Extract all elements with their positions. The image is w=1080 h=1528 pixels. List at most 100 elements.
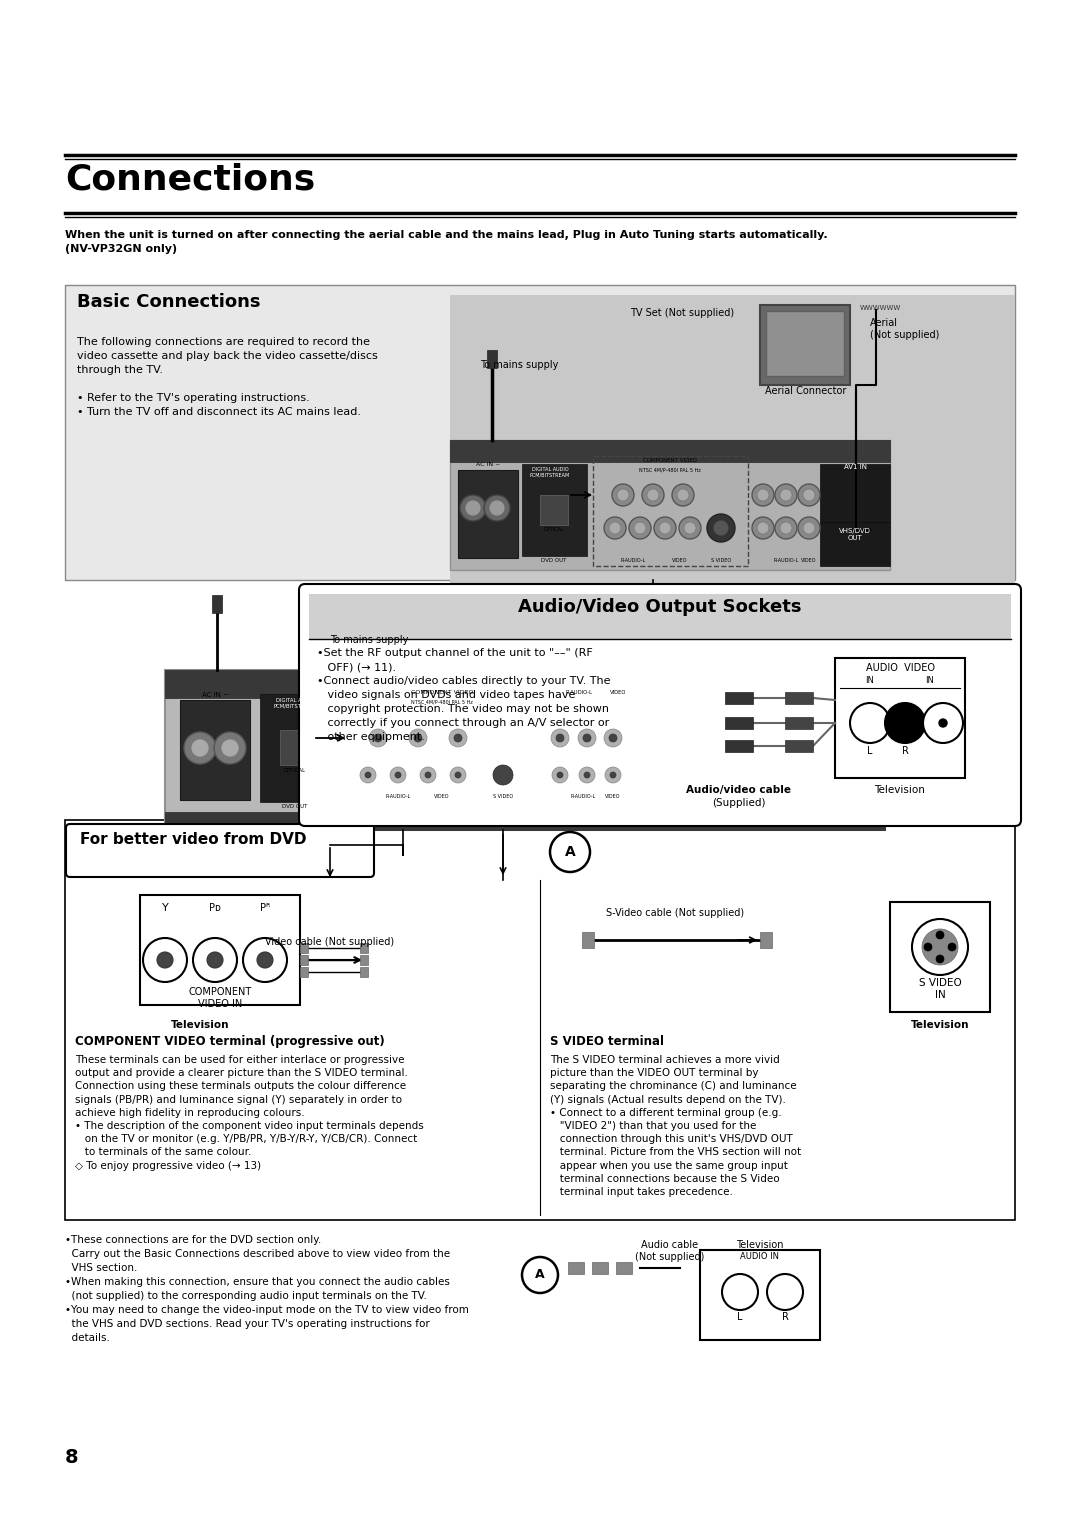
- Bar: [635, 694, 715, 750]
- Circle shape: [390, 767, 406, 782]
- Bar: [360, 967, 368, 976]
- Circle shape: [757, 523, 769, 533]
- Circle shape: [752, 516, 774, 539]
- Circle shape: [610, 772, 616, 778]
- Circle shape: [552, 767, 568, 782]
- Bar: [300, 955, 308, 966]
- Bar: [65, 286, 1015, 581]
- Circle shape: [557, 772, 563, 778]
- Text: Pᴿ: Pᴿ: [260, 903, 270, 914]
- Text: Television: Television: [171, 1021, 229, 1030]
- Text: L: L: [738, 1313, 743, 1322]
- Text: S-Video cable (Not supplied): S-Video cable (Not supplied): [606, 908, 744, 918]
- Circle shape: [243, 938, 287, 983]
- Text: VHS/DVD
OUT: VHS/DVD OUT: [839, 529, 870, 541]
- Bar: [165, 811, 885, 830]
- Text: COMPONENT VIDEO: COMPONENT VIDEO: [410, 691, 473, 695]
- Bar: [616, 1262, 632, 1274]
- Circle shape: [374, 733, 382, 743]
- Text: When the unit is turned on after connecting the aerial cable and the mains lead,: When the unit is turned on after connect…: [65, 231, 827, 254]
- Bar: [760, 932, 772, 947]
- Circle shape: [936, 955, 944, 963]
- Circle shape: [403, 723, 433, 753]
- Text: VIDEO: VIDEO: [434, 795, 449, 799]
- Circle shape: [572, 723, 602, 753]
- Circle shape: [767, 1274, 804, 1309]
- Circle shape: [647, 489, 659, 501]
- Text: NTSC 4M/P-480I PAL 5 Hz: NTSC 4M/P-480I PAL 5 Hz: [411, 700, 473, 704]
- Bar: [593, 455, 748, 565]
- Bar: [360, 955, 368, 966]
- Bar: [582, 932, 594, 947]
- Bar: [785, 740, 813, 752]
- Text: Connections: Connections: [65, 162, 315, 196]
- Circle shape: [551, 729, 569, 747]
- Text: COMPONENT VIDEO: COMPONENT VIDEO: [643, 458, 697, 463]
- Circle shape: [780, 489, 792, 501]
- Text: R: R: [902, 746, 908, 756]
- Circle shape: [484, 495, 510, 521]
- Text: AC IN ~: AC IN ~: [202, 692, 229, 698]
- Bar: [260, 694, 330, 802]
- Bar: [592, 1262, 608, 1274]
- Circle shape: [752, 484, 774, 506]
- Circle shape: [713, 520, 729, 536]
- Circle shape: [798, 516, 820, 539]
- Circle shape: [654, 516, 676, 539]
- Circle shape: [455, 772, 461, 778]
- Text: Aerial
(Not supplied): Aerial (Not supplied): [870, 318, 940, 339]
- Circle shape: [414, 761, 442, 788]
- Circle shape: [912, 918, 968, 975]
- Bar: [820, 465, 890, 523]
- Text: S VIDEO
IN: S VIDEO IN: [919, 978, 961, 999]
- Circle shape: [599, 761, 627, 788]
- Text: DIGITAL AUDIO
PCM/BITSTREAM: DIGITAL AUDIO PCM/BITSTREAM: [273, 698, 316, 709]
- Circle shape: [936, 931, 944, 940]
- Bar: [785, 692, 813, 704]
- Circle shape: [798, 484, 820, 506]
- Text: R-AUDIO-L: R-AUDIO-L: [570, 795, 596, 799]
- Circle shape: [584, 772, 590, 778]
- Circle shape: [629, 516, 651, 539]
- Bar: [309, 594, 1011, 639]
- Bar: [450, 440, 890, 461]
- Text: R-AUDIO-L: R-AUDIO-L: [773, 558, 798, 562]
- Text: OPTICAL: OPTICAL: [284, 769, 306, 773]
- Text: R-AUDIO-L: R-AUDIO-L: [620, 558, 646, 562]
- Text: These terminals can be used for either interlace or progressive
output and provi: These terminals can be used for either i…: [75, 1054, 423, 1170]
- Text: ~: ~: [300, 649, 320, 669]
- Circle shape: [191, 740, 210, 756]
- Text: AV1 IN: AV1 IN: [661, 700, 689, 709]
- Circle shape: [780, 523, 792, 533]
- Circle shape: [492, 766, 513, 785]
- Circle shape: [450, 767, 465, 782]
- Circle shape: [885, 703, 924, 743]
- Circle shape: [454, 733, 462, 743]
- Circle shape: [583, 733, 591, 743]
- Bar: [820, 523, 890, 565]
- Circle shape: [923, 703, 963, 743]
- Circle shape: [939, 720, 947, 727]
- Bar: [280, 730, 310, 766]
- Text: IN: IN: [926, 675, 934, 685]
- Circle shape: [207, 952, 222, 969]
- Circle shape: [922, 929, 958, 966]
- Circle shape: [546, 761, 573, 788]
- Circle shape: [365, 772, 372, 778]
- Text: DVD OUT: DVD OUT: [282, 804, 308, 808]
- Circle shape: [214, 732, 246, 764]
- Bar: [70, 290, 490, 329]
- Circle shape: [354, 761, 382, 788]
- Text: VIDEO: VIDEO: [801, 558, 816, 562]
- Text: IN: IN: [865, 675, 875, 685]
- Text: VIDEO: VIDEO: [672, 558, 688, 562]
- Bar: [450, 295, 1015, 590]
- Text: Aerial Connector: Aerial Connector: [765, 387, 847, 396]
- Circle shape: [363, 723, 393, 753]
- Circle shape: [723, 1274, 758, 1309]
- Text: To mains supply: To mains supply: [480, 361, 558, 370]
- Circle shape: [850, 703, 890, 743]
- Circle shape: [609, 523, 621, 533]
- Circle shape: [605, 767, 621, 782]
- Bar: [760, 306, 850, 385]
